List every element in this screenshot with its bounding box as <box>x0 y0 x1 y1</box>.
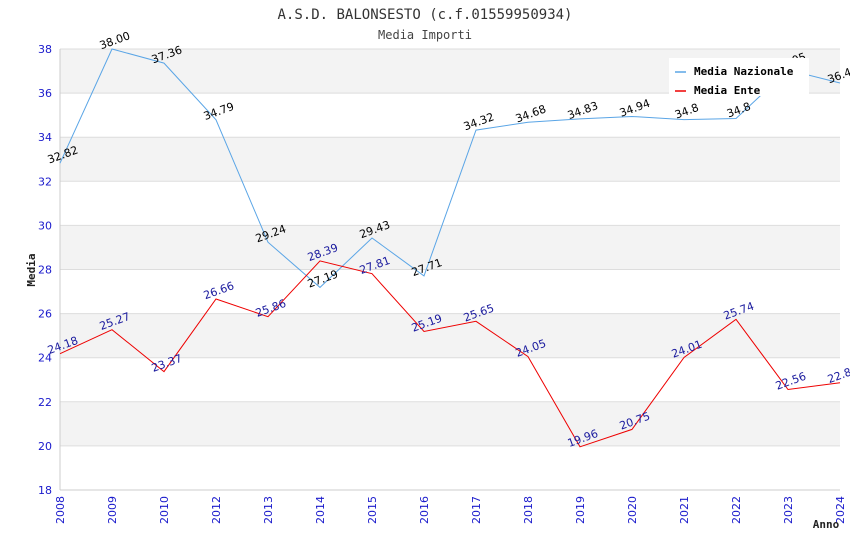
series-line-nazionale <box>59 48 841 289</box>
chart-title: A.S.D. BALONSESTO (c.f.01559950934) <box>277 7 572 23</box>
x-tick-label: 2013 <box>262 496 275 524</box>
chart-subtitle: Media Importi <box>378 28 472 42</box>
plot-band <box>60 225 840 270</box>
x-tick-label: 2012 <box>210 496 223 524</box>
x-tick-label: 2024 <box>834 496 847 524</box>
y-tick-label: 20 <box>38 440 52 453</box>
x-tick-label: 2018 <box>522 496 535 524</box>
y-axis-label: Media <box>25 253 38 286</box>
y-tick-label: 28 <box>38 264 52 277</box>
x-axis-label: Anno <box>813 518 840 531</box>
legend: Media Nazionale Media Ente <box>669 58 809 97</box>
x-tick-label: 2022 <box>730 496 743 524</box>
plot-band <box>60 401 840 446</box>
plot-band <box>60 445 840 490</box>
y-tick-labels: 18 20 22 24 26 28 30 32 34 36 38 <box>38 43 52 497</box>
x-tick-label: 2010 <box>158 496 171 524</box>
series-line-ente <box>59 260 841 448</box>
y-tick-label: 22 <box>38 396 52 409</box>
x-tick-label: 2008 <box>54 496 67 524</box>
plot-band <box>60 137 840 182</box>
x-tick-label: 2015 <box>366 496 379 524</box>
plot-background <box>60 49 840 490</box>
plot-band <box>60 357 840 402</box>
plot-band <box>60 313 840 358</box>
x-tick-label: 2023 <box>782 496 795 524</box>
y-tick-label: 38 <box>38 43 52 56</box>
plot-band <box>60 269 840 314</box>
x-tick-label: 2014 <box>314 496 327 524</box>
x-tick-label: 2021 <box>678 496 691 524</box>
series-lines <box>59 48 841 448</box>
legend-label-ente: Media Ente <box>694 84 761 97</box>
y-tick-label: 30 <box>38 219 52 232</box>
x-tick-label: 2020 <box>626 496 639 524</box>
y-tick-label: 24 <box>38 352 52 365</box>
x-tick-labels: 2008 2009 2010 2012 2013 2014 2015 2016 2017 2018… <box>54 496 847 524</box>
legend-box <box>669 58 809 96</box>
plot-band <box>60 93 840 138</box>
x-tick-label: 2009 <box>106 496 119 524</box>
x-tick-label: 2017 <box>470 496 483 524</box>
legend-label-nazionale: Media Nazionale <box>694 65 794 78</box>
y-tick-label: 36 <box>38 87 52 100</box>
y-tick-label: 18 <box>38 484 52 497</box>
y-tick-label: 32 <box>38 175 52 188</box>
x-tick-label: 2019 <box>574 496 587 524</box>
y-tick-label: 26 <box>38 308 52 321</box>
y-tick-label: 34 <box>38 131 52 144</box>
axes <box>59 49 840 491</box>
x-tick-label: 2016 <box>418 496 431 524</box>
